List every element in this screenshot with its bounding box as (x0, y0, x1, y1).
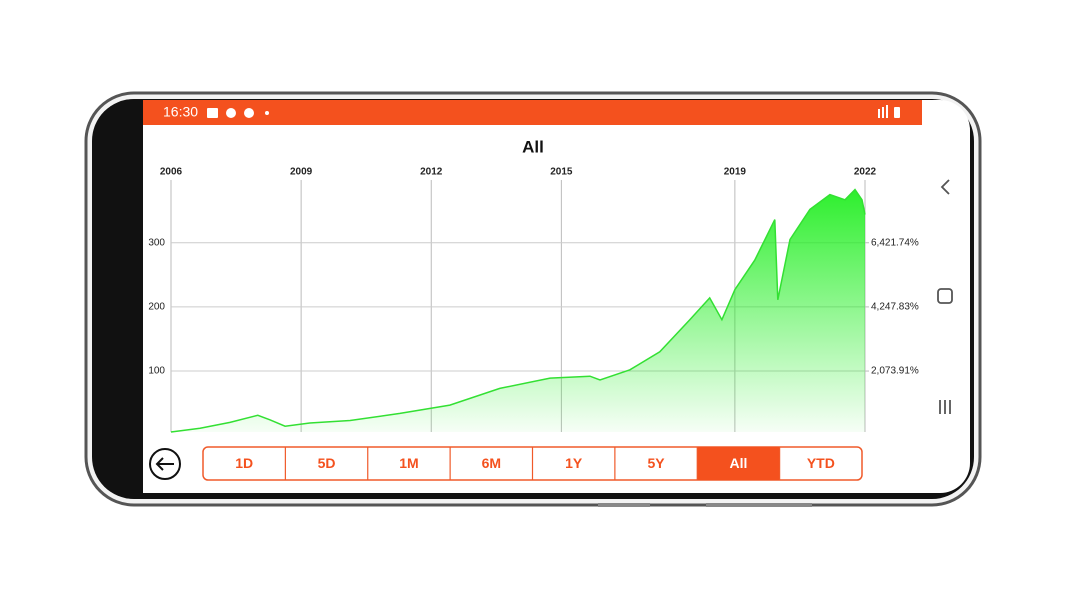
x-tick-label: 2022 (854, 167, 877, 178)
range-button[interactable]: YTD (779, 447, 835, 480)
y-tick-label: 100 (148, 366, 165, 377)
range-button-label: 1D (235, 455, 253, 471)
range-button[interactable]: 5D (284, 447, 336, 480)
status-time: 16:30 (163, 104, 198, 120)
nav-home[interactable] (937, 288, 953, 304)
nav-recents[interactable] (939, 400, 951, 414)
side-button (598, 503, 650, 507)
back-button[interactable] (149, 448, 181, 480)
x-tick-label: 2009 (290, 167, 313, 178)
range-button[interactable]: 1M (367, 447, 419, 480)
nav-back[interactable] (940, 179, 950, 195)
status-icons (207, 105, 900, 118)
range-button[interactable]: All (696, 447, 780, 480)
range-button-label: All (729, 455, 747, 471)
chart-title: All (522, 137, 544, 156)
range-button-label: 6M (482, 455, 501, 471)
y2-tick-label: 6,421.74% (871, 237, 919, 248)
x-tick-label: 2006 (160, 167, 183, 178)
range-button-label: 5Y (648, 455, 666, 471)
side-button (706, 503, 812, 507)
range-button-label: 5D (318, 455, 336, 471)
status-bar (143, 100, 922, 125)
range-buttons: 1D 5D 1M 6M 1Y 5Y All YTD (202, 446, 863, 481)
y2-tick-label: 2,073.91% (871, 366, 919, 377)
range-button-selected (697, 447, 780, 480)
x-tick-label: 2019 (724, 167, 747, 178)
nav-bar (937, 179, 953, 414)
y-tick-label: 300 (148, 237, 165, 248)
range-button-label: 1Y (565, 455, 583, 471)
range-button[interactable]: 1D (235, 455, 253, 471)
range-button-label: 1M (399, 455, 418, 471)
x-tick-label: 2015 (550, 167, 573, 178)
range-button[interactable]: 5Y (614, 447, 666, 480)
range-button[interactable]: 1Y (531, 447, 583, 480)
y-tick-label: 200 (148, 302, 165, 313)
y2-tick-label: 4,247.83% (871, 302, 919, 313)
line (170, 188, 866, 433)
range-button-label: YTD (807, 455, 835, 471)
area (171, 189, 865, 432)
x-tick-label: 2012 (420, 167, 443, 178)
range-button[interactable]: 6M (449, 447, 501, 480)
